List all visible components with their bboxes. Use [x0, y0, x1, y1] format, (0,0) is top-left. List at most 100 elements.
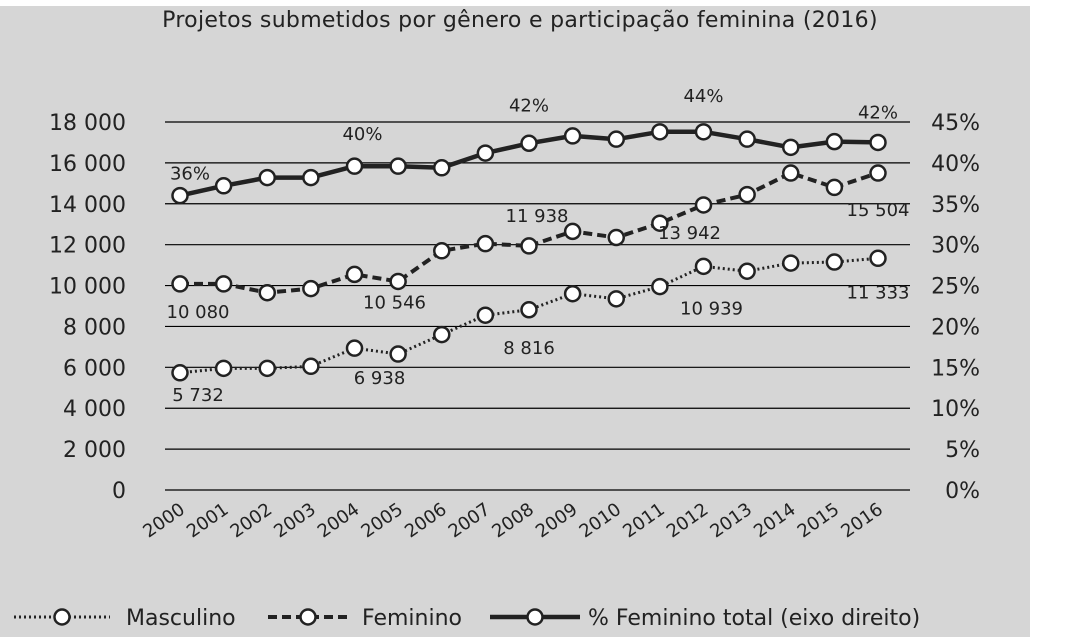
data-label: 8 816: [503, 338, 555, 359]
left-tick-label: 18 000: [49, 111, 126, 136]
data-point-marker: [607, 130, 625, 148]
left-tick-label: 14 000: [49, 193, 126, 218]
data-point-marker: [694, 123, 713, 141]
legend-label: % Feminino total (eixo direito): [588, 606, 920, 631]
left-tick-label: 16 000: [49, 152, 126, 177]
left-tick-label: 4 000: [63, 397, 126, 422]
data-point-marker: [563, 127, 582, 145]
legend-marker: [299, 608, 317, 626]
right-tick-label: 15%: [931, 356, 980, 381]
data-label: 15 504: [847, 200, 910, 221]
data-point-marker: [520, 301, 538, 319]
x-tick-label: 2005: [357, 499, 407, 542]
x-tick-label: 2011: [619, 499, 669, 542]
x-tick-label: 2002: [227, 499, 277, 542]
x-tick-label: 2001: [183, 499, 233, 542]
left-tick-label: 0: [112, 479, 126, 504]
data-label: 10 939: [680, 298, 743, 319]
data-point-marker: [607, 290, 625, 308]
data-point-marker: [782, 254, 800, 272]
data-point-marker: [171, 186, 189, 205]
legend-label: Feminino: [362, 606, 462, 631]
right-tick-label: 40%: [931, 152, 980, 177]
data-point-marker: [607, 228, 625, 247]
series-lines: [171, 123, 887, 382]
data-point-marker: [214, 177, 233, 195]
legend-label: Masculino: [126, 606, 236, 631]
right-tick-label: 20%: [931, 315, 980, 340]
data-label: 42%: [858, 102, 898, 123]
data-point-marker: [520, 237, 538, 255]
data-point-marker: [782, 164, 800, 182]
left-tick-label: 6 000: [63, 356, 126, 381]
data-point-marker: [389, 272, 407, 291]
data-point-marker: [825, 253, 844, 271]
x-tick-label: 2013: [706, 499, 756, 542]
x-tick-label: 2008: [488, 499, 538, 542]
data-point-marker: [651, 277, 669, 296]
right-tick-label: 45%: [931, 111, 980, 136]
data-point-marker: [258, 359, 276, 378]
right-tick-label: 35%: [931, 193, 980, 218]
left-tick-label: 8 000: [63, 315, 126, 340]
data-point-marker: [476, 234, 495, 253]
data-point-marker: [345, 157, 364, 175]
x-tick-label: 2015: [794, 499, 844, 542]
right-tick-label: 0%: [945, 479, 980, 504]
x-tick-label: 2006: [401, 499, 451, 542]
right-axis: 0% 5% 10% 15% 20% 25% 30% 35% 40% 45%: [931, 111, 980, 504]
data-point-marker: [520, 134, 538, 153]
data-point-marker: [782, 138, 800, 157]
data-point-marker: [694, 196, 713, 214]
data-point-marker: [345, 265, 364, 284]
data-label: 13 942: [658, 223, 721, 244]
data-label: 10 080: [167, 302, 230, 323]
chart-background: [0, 6, 1030, 637]
x-tick-label: 2000: [139, 499, 189, 542]
x-tick-label: 2004: [314, 499, 364, 542]
legend: Masculino Feminino % Feminino total (eixo …: [14, 606, 920, 631]
data-point-marker: [651, 214, 669, 232]
data-label: 42%: [509, 95, 549, 116]
data-point-marker: [302, 357, 320, 376]
data-point-marker: [563, 284, 582, 303]
data-point-marker: [738, 185, 756, 204]
data-point-marker: [258, 168, 276, 187]
data-point-marker: [694, 257, 713, 276]
data-point-marker: [738, 130, 756, 148]
data-point-marker: [433, 325, 451, 344]
data-label: 11 938: [506, 206, 569, 227]
right-tick-label: 5%: [945, 438, 980, 463]
data-point-marker: [214, 359, 233, 378]
data-label: 5 732: [172, 385, 224, 406]
data-point-marker: [171, 275, 189, 293]
x-tick-label: 2007: [445, 499, 495, 542]
x-tick-label: 2010: [576, 499, 626, 542]
data-label: 6 938: [354, 368, 406, 389]
data-point-marker: [738, 262, 756, 280]
left-tick-label: 10 000: [49, 275, 126, 300]
x-tick-label: 2016: [837, 499, 887, 542]
data-point-marker: [651, 123, 669, 141]
x-tick-label: 2012: [663, 499, 713, 542]
left-tick-label: 2 000: [63, 438, 126, 463]
data-point-marker: [433, 159, 451, 177]
data-label: 10 546: [363, 292, 426, 313]
x-tick-label: 2014: [750, 499, 800, 542]
data-point-marker: [825, 132, 844, 151]
data-point-marker: [869, 133, 887, 152]
data-point-marker: [258, 283, 276, 302]
data-labels: 5 732 6 938 8 816 10 939 11 333 10 080 10 546 1…: [167, 86, 910, 406]
right-tick-label: 10%: [931, 397, 980, 422]
data-point-marker: [389, 157, 407, 175]
legend-marker: [526, 608, 544, 626]
data-label: 36%: [170, 164, 210, 185]
series-line-dashed: [180, 171, 879, 295]
right-tick-label: 30%: [931, 234, 980, 259]
data-point-marker: [476, 306, 495, 324]
x-tick-label: 2009: [532, 499, 582, 542]
data-label: 11 333: [847, 282, 910, 303]
legend-marker: [53, 608, 71, 626]
data-point-marker: [476, 144, 495, 162]
